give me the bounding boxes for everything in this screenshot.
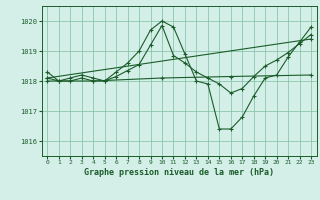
- X-axis label: Graphe pression niveau de la mer (hPa): Graphe pression niveau de la mer (hPa): [84, 168, 274, 177]
